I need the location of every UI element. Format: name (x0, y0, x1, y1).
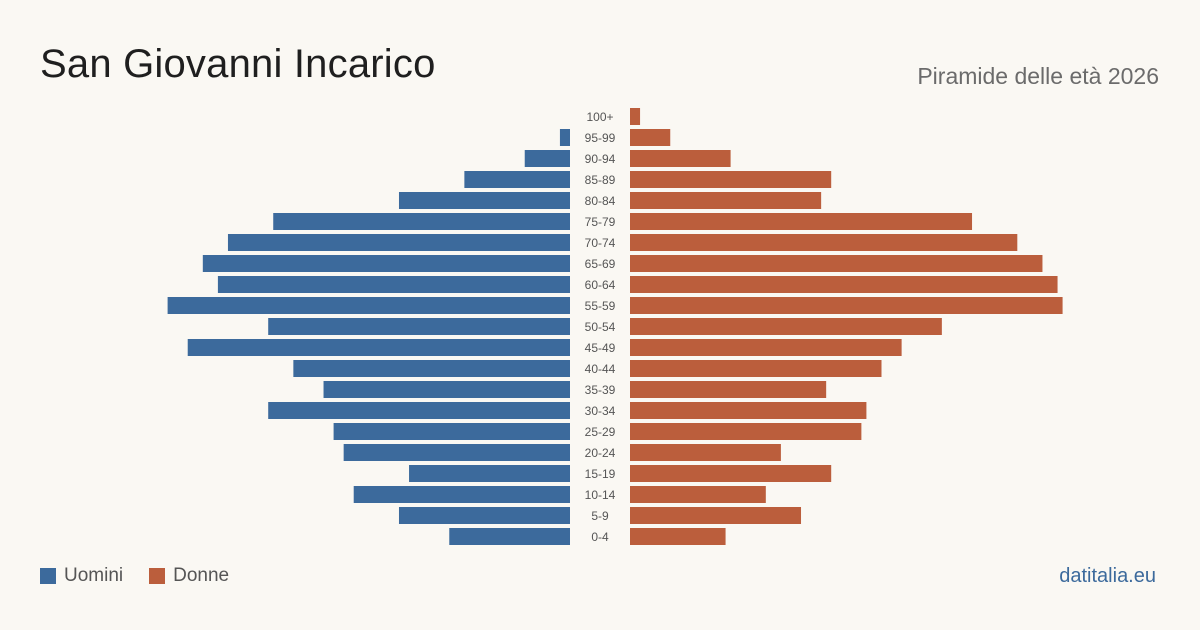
legend-label-donne: Donne (173, 565, 230, 586)
age-label-20-24: 20-24 (585, 446, 616, 460)
bar-uomini-35-39 (323, 381, 570, 398)
age-label-100plus: 100+ (586, 110, 613, 124)
legend: Uomini Donne (40, 565, 255, 587)
bar-uomini-55-59 (167, 297, 570, 314)
bar-donne-90-94 (630, 150, 731, 167)
legend-swatch-uomini (40, 568, 56, 584)
bar-donne-10-14 (630, 486, 766, 503)
bar-uomini-40-44 (293, 360, 570, 377)
bar-uomini-20-24 (343, 444, 570, 461)
bar-donne-25-29 (630, 423, 862, 440)
age-label-55-59: 55-59 (585, 299, 616, 313)
bar-uomini-5-9 (398, 507, 570, 524)
legend-label-uomini: Uomini (64, 565, 124, 586)
age-label-35-39: 35-39 (585, 383, 616, 397)
bar-uomini-60-64 (217, 276, 570, 293)
bar-donne-30-34 (630, 402, 867, 419)
age-label-5-9: 5-9 (591, 509, 609, 523)
bar-uomini-15-19 (409, 465, 570, 482)
age-label-60-64: 60-64 (585, 278, 616, 292)
bar-donne-0-4 (630, 528, 726, 545)
age-label-50-54: 50-54 (585, 320, 616, 334)
bar-donne-40-44 (630, 360, 882, 377)
age-label-70-74: 70-74 (585, 236, 616, 250)
bar-donne-60-64 (630, 276, 1058, 293)
age-label-25-29: 25-29 (585, 425, 616, 439)
bar-uomini-90-94 (524, 150, 570, 167)
bar-uomini-80-84 (398, 192, 570, 209)
age-label-30-34: 30-34 (585, 404, 616, 418)
bar-donne-85-89 (630, 171, 832, 188)
age-label-85-89: 85-89 (585, 173, 616, 187)
bar-uomini-95-99 (559, 129, 570, 146)
bar-donne-65-69 (630, 255, 1043, 272)
bar-uomini-65-69 (202, 255, 570, 272)
bar-donne-70-74 (630, 234, 1018, 251)
age-label-15-19: 15-19 (585, 467, 616, 481)
age-label-80-84: 80-84 (585, 194, 616, 208)
bar-donne-15-19 (630, 465, 832, 482)
bar-uomini-50-54 (268, 318, 570, 335)
source-link[interactable]: datitalia.eu (1059, 565, 1156, 587)
age-label-90-94: 90-94 (585, 152, 616, 166)
age-label-75-79: 75-79 (585, 215, 616, 229)
age-label-10-14: 10-14 (585, 488, 616, 502)
bar-uomini-75-79 (273, 213, 570, 230)
legend-item-donne: Donne (149, 565, 229, 587)
age-label-40-44: 40-44 (585, 362, 616, 376)
bar-donne-45-49 (630, 339, 902, 356)
bar-uomini-85-89 (464, 171, 570, 188)
bar-uomini-0-4 (449, 528, 570, 545)
bar-donne-100plus (630, 108, 641, 125)
bar-donne-20-24 (630, 444, 781, 461)
bar-donne-75-79 (630, 213, 973, 230)
bar-donne-55-59 (630, 297, 1063, 314)
bar-donne-80-84 (630, 192, 822, 209)
bar-donne-5-9 (630, 507, 802, 524)
legend-item-uomini: Uomini (40, 565, 123, 587)
bar-donne-95-99 (630, 129, 671, 146)
bar-uomini-10-14 (353, 486, 570, 503)
chart-title: San Giovanni Incarico (40, 42, 436, 86)
bar-donne-50-54 (630, 318, 942, 335)
chart-subtitle: Piramide delle età 2026 (917, 63, 1159, 89)
bar-uomini-70-74 (227, 234, 570, 251)
age-label-95-99: 95-99 (585, 131, 616, 145)
bar-donne-35-39 (630, 381, 827, 398)
bar-uomini-25-29 (333, 423, 570, 440)
age-label-0-4: 0-4 (591, 530, 609, 544)
age-label-65-69: 65-69 (585, 257, 616, 271)
age-label-45-49: 45-49 (585, 341, 616, 355)
legend-swatch-donne (149, 568, 166, 584)
bar-uomini-30-34 (268, 402, 570, 419)
bar-uomini-45-49 (187, 339, 570, 356)
